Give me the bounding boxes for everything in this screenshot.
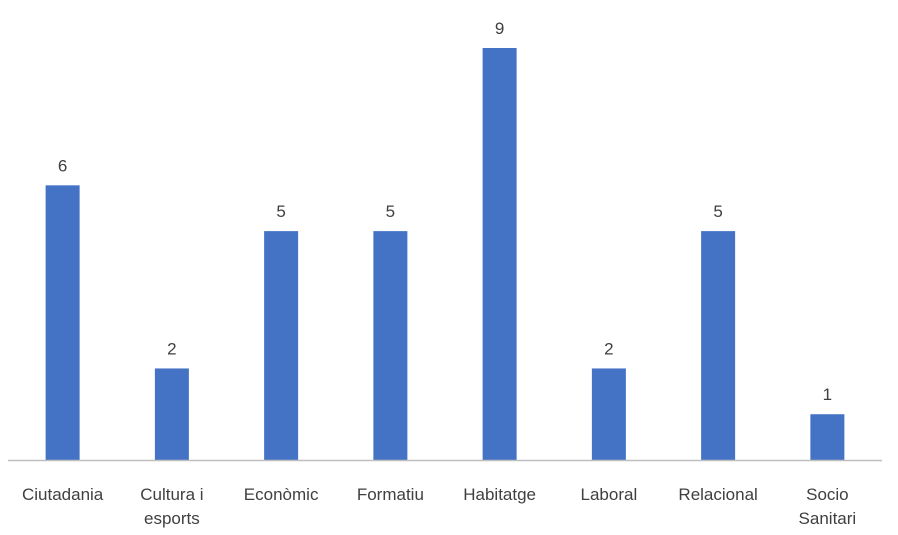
x-tick-label: Relacional (678, 485, 757, 504)
x-tick-label-line: Ciutadania (22, 485, 104, 504)
x-tick-label: Formatiu (357, 485, 424, 504)
bars-layer (45, 48, 845, 461)
bar (810, 414, 845, 460)
bar (373, 231, 408, 460)
x-tick-label-line: Sanitari (799, 509, 857, 528)
x-tick-label: Laboral (581, 485, 638, 504)
x-tick-label-line: Cultura i (140, 485, 203, 504)
data-label: 9 (495, 19, 504, 38)
x-tick-label-line: esports (144, 509, 200, 528)
data-label: 5 (386, 202, 395, 221)
data-labels-layer: 6 2 5 5 9 2 5 1 (58, 19, 832, 404)
bar (591, 368, 626, 460)
x-tick-label: Habitatge (463, 485, 536, 504)
bar (482, 48, 517, 460)
x-tick-label: Cultura i esports (140, 485, 203, 528)
x-tick-label-line: Econòmic (244, 485, 319, 504)
x-tick-label-line: Formatiu (357, 485, 424, 504)
x-tick-label-line: Laboral (581, 485, 638, 504)
x-tick-label: Socio Sanitari (799, 485, 857, 528)
data-label: 5 (276, 202, 285, 221)
data-label: 2 (604, 339, 613, 358)
bar (45, 185, 80, 461)
x-tick-label-line: Relacional (678, 485, 757, 504)
data-label: 6 (58, 156, 67, 175)
x-tick-label: Econòmic (244, 485, 319, 504)
x-tick-label-line: Habitatge (463, 485, 536, 504)
data-label: 2 (167, 339, 176, 358)
bar (154, 368, 189, 460)
data-label: 1 (823, 385, 832, 404)
x-tick-labels-layer: Ciutadania Cultura i esports Econòmic Format… (22, 485, 856, 528)
data-label: 5 (713, 202, 722, 221)
bar (264, 231, 299, 460)
x-tick-label: Ciutadania (22, 485, 104, 504)
bar (701, 231, 736, 460)
x-tick-label-line: Socio (806, 485, 849, 504)
